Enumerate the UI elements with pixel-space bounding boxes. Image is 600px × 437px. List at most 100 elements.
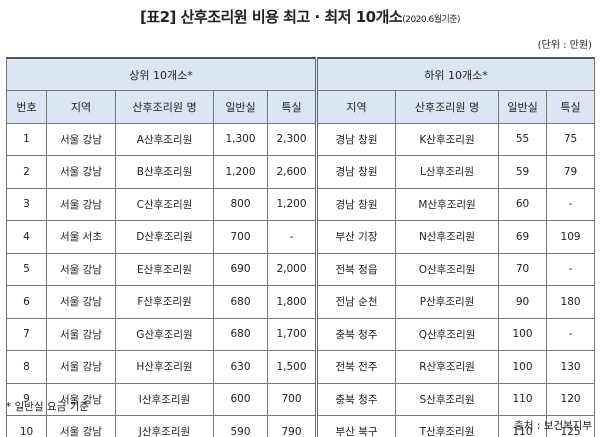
cell-b-general: 90 bbox=[498, 285, 548, 319]
table-row: 3 서울 강남 C산후조리원 800 1,200 경남 창원 M산후조리원 60- bbox=[6, 187, 596, 221]
cell-t-name: I산후조리원 bbox=[115, 382, 214, 416]
cell-b-special: - bbox=[546, 252, 596, 286]
cell-b-special: 125 bbox=[546, 415, 596, 437]
cell-b-name: M산후조리원 bbox=[395, 187, 500, 221]
cell-b-name: N산후조리원 bbox=[395, 220, 500, 254]
cell-no: 9 bbox=[6, 382, 47, 416]
cell-no: 4 bbox=[6, 220, 47, 254]
cell-b-general: 69 bbox=[498, 220, 548, 254]
cell-b-name: K산후조리원 bbox=[395, 122, 500, 156]
cell-t-name: F산후조리원 bbox=[115, 285, 214, 319]
header-region: 지역 bbox=[315, 90, 397, 124]
cell-t-region: 서울 강남 bbox=[46, 187, 116, 221]
cell-t-name: G산후조리원 bbox=[115, 317, 214, 351]
cell-t-region: 서울 강남 bbox=[46, 122, 116, 156]
cell-b-special: 130 bbox=[546, 350, 596, 384]
cell-b-name: L산후조리원 bbox=[395, 155, 500, 189]
unit-label: (단위 : 만원) bbox=[537, 40, 592, 51]
footnote: * 일반실 요금 기준 bbox=[6, 401, 89, 413]
cell-t-region: 서울 강남 bbox=[46, 155, 116, 189]
cell-b-general: 100 bbox=[498, 350, 548, 384]
header-name: 산후조리원 명 bbox=[115, 90, 214, 124]
cell-t-special: 1,500 bbox=[266, 350, 318, 384]
cell-b-region: 전북 전주 bbox=[315, 350, 397, 384]
cell-t-name: B산후조리원 bbox=[115, 155, 214, 189]
cell-t-special: 2,300 bbox=[266, 122, 318, 156]
cell-no: 6 bbox=[6, 285, 47, 319]
cell-b-special: 75 bbox=[546, 122, 596, 156]
cell-b-name: S산후조리원 bbox=[395, 382, 500, 416]
cell-t-general: 1,200 bbox=[213, 155, 268, 189]
table-title: [표2] 산후조리원 비용 최고 · 최저 10개소(2020.6월기준) bbox=[0, 6, 600, 27]
cell-no: 2 bbox=[6, 155, 47, 189]
header-special: 특실 bbox=[546, 90, 596, 124]
cell-b-region: 충북 청주 bbox=[315, 317, 397, 351]
cell-t-general: 1,300 bbox=[213, 122, 268, 156]
cell-t-special: - bbox=[266, 220, 318, 254]
cell-t-region: 서울 강남 bbox=[46, 415, 116, 437]
cell-t-name: C산후조리원 bbox=[115, 187, 214, 221]
cell-t-special: 2,000 bbox=[266, 252, 318, 286]
table-row: 1 서울 강남 A산후조리원 1,300 2,300 경남 창원 K산후조리원 55 75 bbox=[6, 122, 596, 156]
group-bottom: 하위 10개소* bbox=[315, 57, 596, 91]
cell-t-general: 680 bbox=[213, 317, 268, 351]
cell-b-general: 55 bbox=[498, 122, 548, 156]
cell-b-region: 부산 기장 bbox=[315, 220, 397, 254]
cell-t-special: 1,800 bbox=[266, 285, 318, 319]
table-row: 5 서울 강남 E산후조리원 690 2,000 전북 정읍 O산후조리원 70- bbox=[6, 252, 596, 286]
cell-t-special: 790 bbox=[266, 415, 318, 437]
cost-table: 상위 10개소* 하위 10개소* 번호 지역 산후조리원 명 일반실 특실 지… bbox=[5, 57, 596, 437]
cell-no: 8 bbox=[6, 350, 47, 384]
cell-t-special: 1,700 bbox=[266, 317, 318, 351]
cell-no: 10 bbox=[6, 415, 47, 437]
cell-t-general: 800 bbox=[213, 187, 268, 221]
cell-t-region: 서울 강남 bbox=[46, 350, 116, 384]
cell-b-general: 60 bbox=[498, 187, 548, 221]
table-row: 8 서울 강남 H산후조리원 630 1,500 전북 전주 R산후조리원 100 130 bbox=[6, 350, 596, 384]
cell-b-region: 경남 창원 bbox=[315, 122, 397, 156]
cell-t-general: 700 bbox=[213, 220, 268, 254]
cell-t-region: 서울 강남 bbox=[46, 285, 116, 319]
cell-b-region: 전북 정읍 bbox=[315, 252, 397, 286]
cell-b-special: - bbox=[546, 187, 596, 221]
table-row: 4 서울 서초 D산후조리원 700- 부산 기장 N산후조리원 69 109 bbox=[6, 220, 596, 254]
group-top: 상위 10개소* bbox=[5, 57, 318, 91]
cell-b-name: T산후조리원 bbox=[395, 415, 500, 437]
cell-t-name: D산후조리원 bbox=[115, 220, 214, 254]
cell-b-general: 100 bbox=[498, 317, 548, 351]
cell-b-special: 109 bbox=[546, 220, 596, 254]
cell-t-name: E산후조리원 bbox=[115, 252, 214, 286]
title-note: (2020.6월기준) bbox=[402, 15, 461, 25]
header-no: 번호 bbox=[6, 90, 47, 124]
cell-no: 1 bbox=[6, 122, 47, 156]
cell-b-region: 경남 창원 bbox=[315, 155, 397, 189]
cell-t-special: 1,200 bbox=[266, 187, 318, 221]
cell-b-general: 70 bbox=[498, 252, 548, 286]
header-region: 지역 bbox=[46, 90, 116, 124]
cell-t-special: 700 bbox=[266, 382, 318, 416]
cell-t-general: 600 bbox=[213, 382, 268, 416]
table-row: 10 서울 강남 J산후조리원 590 790 부산 북구 T산후조리원 110 125 bbox=[6, 415, 596, 437]
cell-b-name: R산후조리원 bbox=[395, 350, 500, 384]
cell-t-region: 서울 강남 bbox=[46, 252, 116, 286]
cell-t-name: H산후조리원 bbox=[115, 350, 214, 384]
cell-b-name: O산후조리원 bbox=[395, 252, 500, 286]
cell-no: 7 bbox=[6, 317, 47, 351]
cell-t-region: 서울 서초 bbox=[46, 220, 116, 254]
cell-b-name: P산후조리원 bbox=[395, 285, 500, 319]
cell-b-region: 충북 청주 bbox=[315, 382, 397, 416]
cell-t-name: A산후조리원 bbox=[115, 122, 214, 156]
table-row: 2 서울 강남 B산후조리원 1,200 2,600 경남 창원 L산후조리원 59 79 bbox=[6, 155, 596, 189]
cell-b-name: Q산후조리원 bbox=[395, 317, 500, 351]
cell-t-general: 690 bbox=[213, 252, 268, 286]
header-general: 일반실 bbox=[213, 90, 268, 124]
cell-b-general: 110 bbox=[498, 382, 548, 416]
header-name: 산후조리원 명 bbox=[395, 90, 500, 124]
cell-t-name: J산후조리원 bbox=[115, 415, 214, 437]
cell-t-region: 서울 강남 bbox=[46, 317, 116, 351]
cell-b-special: 180 bbox=[546, 285, 596, 319]
cell-t-special: 2,600 bbox=[266, 155, 318, 189]
header-general: 일반실 bbox=[498, 90, 548, 124]
header-special: 특실 bbox=[266, 90, 318, 124]
